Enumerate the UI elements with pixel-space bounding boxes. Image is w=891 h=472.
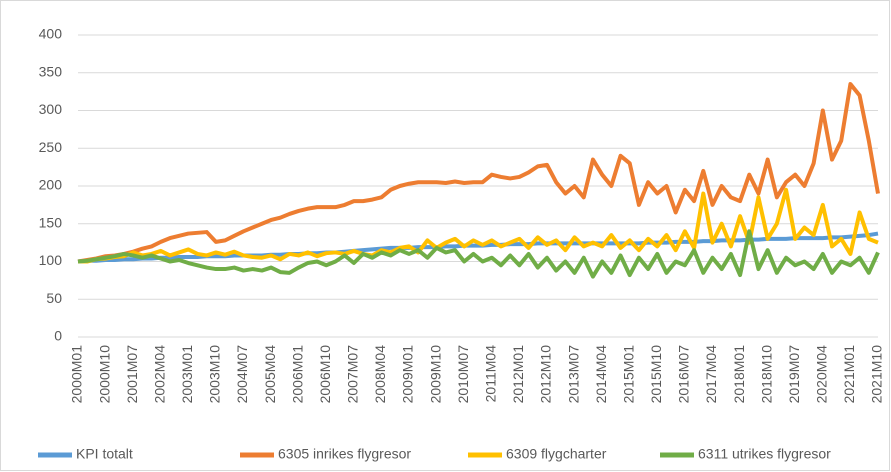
legend-label: 6311 utrikes flygresor	[698, 446, 831, 462]
x-tick-label: 2005M04	[262, 345, 278, 404]
x-tick-label: 2020M04	[814, 345, 830, 404]
series-line	[78, 187, 879, 264]
y-tick-label: 100	[39, 252, 63, 268]
x-tick-label: 2019M07	[786, 345, 802, 404]
x-tick-label: 2018M10	[758, 345, 774, 404]
y-tick-label: 250	[39, 139, 63, 155]
x-tick-label: 2015M01	[620, 345, 636, 404]
y-tick-label: 150	[39, 214, 63, 230]
x-tick-label: 2008M04	[372, 345, 388, 404]
y-tick-label: 400	[39, 26, 63, 42]
y-tick-label: 350	[39, 63, 63, 79]
legend-label: 6305 inrikes flygresor	[278, 446, 411, 462]
x-tick-label: 2012M10	[538, 345, 554, 404]
x-tick-label: 2006M01	[289, 345, 305, 404]
x-tick-label: 2011M04	[482, 345, 498, 403]
x-tick-label: 2021M10	[869, 345, 885, 404]
y-tick-label: 50	[46, 290, 62, 306]
x-tick-label: 2007M07	[345, 345, 361, 404]
x-tick-label: 2017M04	[703, 345, 719, 404]
x-tick-label: 2006M10	[317, 345, 333, 404]
y-tick-label: 300	[39, 101, 63, 117]
series-line	[77, 231, 879, 264]
legend-label: KPI totalt	[76, 446, 133, 462]
legend-label: 6309 flygcharter	[506, 446, 607, 462]
x-tick-label: 2013M07	[565, 345, 581, 404]
x-tick-label: 2000M10	[96, 345, 112, 404]
x-tick-label: 2012M01	[510, 345, 526, 404]
x-tick-label: 2021M01	[841, 345, 857, 404]
x-tick-label: 2003M10	[207, 345, 223, 404]
x-tick-label: 2003M01	[179, 345, 195, 404]
x-tick-label: 2014M04	[593, 345, 609, 404]
x-tick-label: 2009M10	[427, 345, 443, 404]
y-tick-label: 0	[54, 328, 62, 344]
x-tick-label: 2001M07	[124, 345, 140, 404]
x-tick-label: 2002M04	[151, 345, 167, 404]
x-tick-label: 2015M10	[648, 345, 664, 404]
x-tick-label: 2000M01	[69, 345, 85, 404]
x-tick-label: 2016M07	[676, 345, 692, 404]
y-tick-label: 200	[39, 177, 63, 193]
x-tick-label: 2004M07	[234, 345, 250, 404]
x-tick-label: 2018M01	[731, 345, 747, 404]
series-line	[77, 82, 880, 264]
x-tick-label: 2009M01	[400, 345, 416, 404]
x-tick-label: 2010M07	[455, 345, 471, 404]
series-line	[77, 229, 880, 279]
